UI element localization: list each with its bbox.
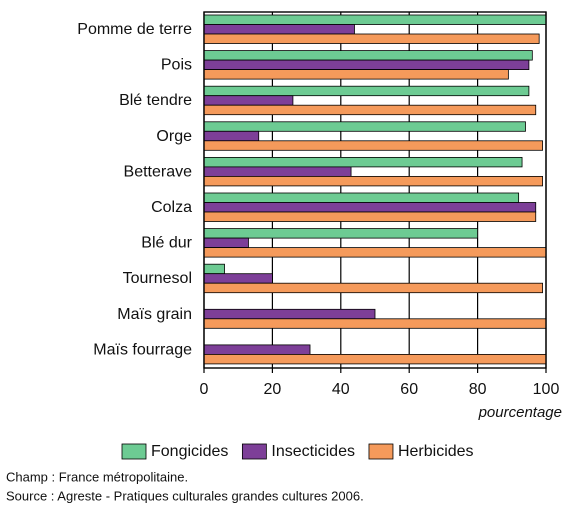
bar (203, 121, 526, 132)
category-label: Blé dur (141, 235, 192, 252)
bar (203, 95, 294, 106)
category-label: Orge (156, 128, 192, 145)
bar (203, 50, 533, 61)
bar (203, 175, 543, 187)
category-label: Maïs grain (117, 306, 192, 323)
legend-swatch (368, 443, 394, 460)
bar (203, 24, 355, 35)
bar (203, 263, 225, 275)
bar (203, 308, 376, 320)
note: Champ : France métropolitaine. (6, 469, 188, 484)
bar (203, 104, 537, 116)
bar (203, 247, 547, 258)
x-tick-label: 80 (469, 381, 487, 398)
legend-swatch (121, 443, 147, 460)
bar (203, 192, 520, 203)
bar (203, 85, 530, 97)
bar (203, 353, 547, 365)
bar (203, 228, 479, 239)
bar (203, 140, 543, 151)
x-tick-label: 100 (533, 381, 560, 398)
bar (203, 282, 543, 294)
x-tick-label: 0 (200, 381, 209, 398)
legend-label: Insecticides (271, 443, 355, 460)
legend-swatch (241, 443, 267, 460)
category-label: Blé tendre (119, 92, 192, 109)
category-label: Pomme de terre (77, 21, 192, 38)
bar (203, 59, 530, 70)
bar (203, 166, 352, 177)
bar (203, 33, 540, 44)
legend-label: Herbicides (398, 443, 474, 460)
category-label: Betterave (124, 163, 193, 180)
bar (203, 237, 249, 249)
x-axis-label: pourcentage (478, 404, 562, 421)
category-label: Maïs fourrage (93, 341, 192, 358)
x-tick-label: 60 (400, 381, 418, 398)
category-label: Pois (161, 57, 192, 74)
x-tick-label: 40 (332, 381, 350, 398)
legend-label: Fongicides (151, 443, 228, 460)
bar (203, 318, 547, 329)
category-label: Colza (151, 199, 192, 216)
x-tick-label: 20 (264, 381, 282, 398)
bar (203, 130, 260, 142)
bar (203, 202, 537, 213)
bar (203, 211, 537, 222)
plot-border (203, 11, 547, 369)
bar (203, 156, 523, 168)
category-label: Tournesol (123, 270, 192, 287)
note: Source : Agreste - Pratiques culturales … (6, 488, 364, 503)
bar (203, 14, 547, 25)
bar (203, 344, 311, 355)
bar (203, 273, 273, 284)
bar (203, 69, 509, 80)
